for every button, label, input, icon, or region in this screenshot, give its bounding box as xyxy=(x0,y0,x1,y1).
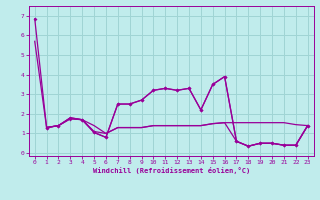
X-axis label: Windchill (Refroidissement éolien,°C): Windchill (Refroidissement éolien,°C) xyxy=(92,167,250,174)
